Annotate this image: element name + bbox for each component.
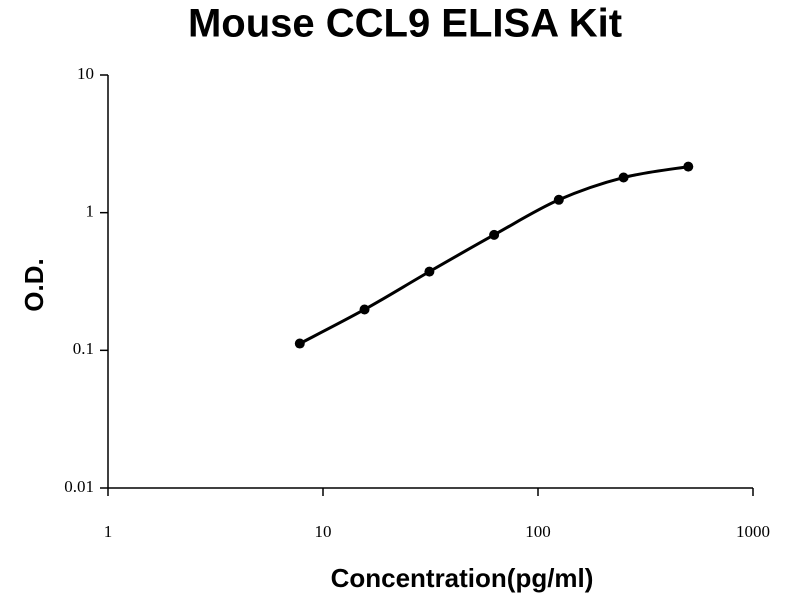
point (553, 194, 564, 205)
y-tick-label: 10 (77, 64, 94, 83)
point (359, 304, 370, 315)
x-axis-label: Concentration(pg/ml) (331, 563, 594, 593)
x-tick-label: 100 (525, 522, 551, 541)
x-tick-label: 1 (104, 522, 113, 541)
x-tick-label: 10 (315, 522, 332, 541)
point (424, 266, 435, 277)
y-axis-label: O.D. (19, 258, 49, 311)
point (618, 172, 629, 183)
y-tick-label: 0.01 (64, 477, 94, 496)
point (294, 338, 305, 349)
point (489, 229, 500, 240)
chart-title: Mouse CCL9 ELISA Kit (188, 2, 622, 46)
y-tick-label: 0.1 (73, 339, 94, 358)
y-tick-label: 1 (86, 202, 95, 221)
point (683, 161, 694, 172)
curve (299, 165, 689, 345)
x-tick-label: 1000 (736, 522, 770, 541)
